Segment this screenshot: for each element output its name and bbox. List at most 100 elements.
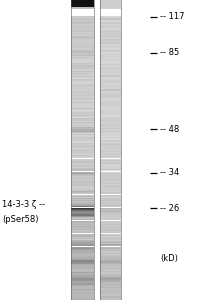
Bar: [71, 282, 94, 283]
Bar: [71, 199, 94, 200]
Bar: [100, 95, 121, 96]
Bar: [71, 276, 94, 277]
Bar: [71, 108, 94, 109]
Bar: [100, 258, 121, 259]
Bar: [100, 77, 121, 78]
Bar: [100, 195, 121, 196]
Bar: [100, 63, 121, 64]
Bar: [71, 15, 94, 16]
Bar: [71, 241, 94, 242]
Bar: [71, 41, 94, 42]
Text: -- 117: -- 117: [160, 12, 185, 21]
Bar: [100, 37, 121, 38]
Bar: [100, 170, 121, 171]
Bar: [100, 132, 121, 133]
Bar: [71, 283, 94, 284]
Bar: [71, 172, 94, 173]
Bar: [71, 72, 94, 73]
Bar: [100, 285, 121, 286]
Bar: [100, 299, 121, 300]
Bar: [100, 286, 121, 287]
Bar: [100, 163, 121, 164]
Bar: [71, 171, 94, 172]
Bar: [100, 90, 121, 91]
Bar: [71, 213, 94, 214]
Bar: [100, 24, 121, 25]
Bar: [71, 281, 94, 282]
Text: -- 48: -- 48: [160, 124, 180, 134]
Bar: [71, 287, 94, 288]
Bar: [100, 69, 121, 70]
Bar: [100, 270, 121, 271]
Bar: [100, 78, 121, 79]
Bar: [100, 260, 121, 261]
Bar: [100, 93, 121, 94]
Bar: [71, 60, 94, 61]
Bar: [100, 68, 121, 69]
Bar: [71, 286, 94, 287]
Bar: [100, 98, 121, 99]
Bar: [100, 215, 121, 216]
Bar: [100, 150, 121, 151]
Bar: [100, 64, 121, 65]
Bar: [100, 167, 121, 168]
Bar: [100, 47, 121, 48]
Bar: [100, 155, 121, 156]
Bar: [71, 217, 94, 218]
Bar: [71, 236, 94, 237]
Bar: [100, 226, 121, 227]
Bar: [100, 162, 121, 163]
Bar: [71, 102, 94, 103]
Bar: [100, 197, 121, 198]
Bar: [100, 75, 121, 76]
Bar: [100, 141, 121, 142]
Bar: [100, 3, 121, 4]
Bar: [71, 168, 94, 169]
Bar: [71, 13, 94, 14]
Bar: [71, 136, 94, 137]
Bar: [71, 64, 94, 65]
Bar: [71, 228, 94, 229]
Bar: [100, 39, 121, 40]
Bar: [100, 161, 121, 162]
Bar: [71, 150, 94, 151]
Bar: [71, 30, 94, 31]
Bar: [71, 90, 94, 91]
Bar: [71, 4, 94, 5]
Bar: [71, 58, 94, 59]
Bar: [100, 57, 121, 58]
Bar: [71, 244, 94, 245]
Bar: [100, 61, 121, 62]
Bar: [71, 214, 94, 215]
Bar: [100, 210, 121, 211]
Bar: [100, 188, 121, 189]
Bar: [100, 289, 121, 290]
Bar: [100, 4, 121, 5]
Text: -- 26: -- 26: [160, 204, 180, 213]
Bar: [100, 105, 121, 106]
Bar: [71, 197, 94, 198]
Bar: [71, 52, 94, 53]
Bar: [100, 296, 121, 297]
Bar: [100, 54, 121, 55]
Bar: [71, 257, 94, 258]
Bar: [71, 132, 94, 133]
Bar: [71, 260, 94, 261]
Bar: [100, 182, 121, 183]
Bar: [100, 178, 121, 179]
Bar: [71, 11, 94, 12]
Text: (pSer58): (pSer58): [2, 215, 38, 224]
Bar: [71, 56, 94, 57]
Bar: [71, 243, 94, 244]
Bar: [100, 56, 121, 57]
Bar: [71, 225, 94, 226]
Bar: [71, 162, 94, 163]
Bar: [71, 82, 94, 83]
Bar: [71, 110, 94, 111]
Bar: [100, 126, 121, 127]
Bar: [71, 3, 94, 4]
Bar: [71, 264, 94, 265]
Bar: [71, 277, 94, 278]
Bar: [100, 136, 121, 137]
Bar: [100, 290, 121, 291]
